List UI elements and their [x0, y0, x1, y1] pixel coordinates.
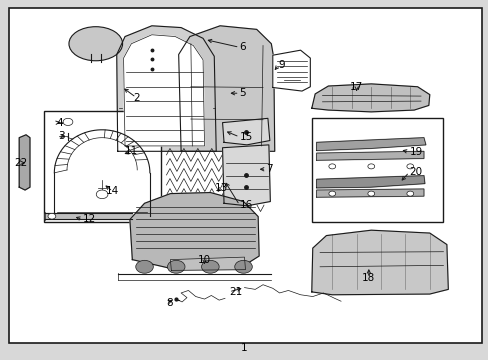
- Text: 16: 16: [239, 200, 252, 210]
- Polygon shape: [123, 35, 204, 146]
- Circle shape: [328, 191, 335, 196]
- Polygon shape: [316, 138, 425, 150]
- Polygon shape: [311, 230, 447, 295]
- Polygon shape: [117, 26, 216, 151]
- Text: 18: 18: [362, 273, 375, 283]
- Polygon shape: [311, 84, 429, 112]
- Text: 7: 7: [266, 164, 272, 174]
- Polygon shape: [44, 213, 132, 220]
- Text: 3: 3: [58, 131, 65, 141]
- Text: 2: 2: [133, 93, 139, 103]
- Polygon shape: [316, 151, 423, 160]
- Polygon shape: [316, 189, 423, 197]
- Text: 15: 15: [239, 132, 252, 142]
- Circle shape: [201, 260, 219, 273]
- Circle shape: [328, 164, 335, 169]
- Text: 1: 1: [241, 343, 247, 353]
- Polygon shape: [170, 257, 245, 270]
- Text: 17: 17: [349, 82, 363, 92]
- Circle shape: [367, 164, 374, 169]
- Bar: [43, 111, 160, 222]
- Text: 14: 14: [106, 186, 119, 197]
- Polygon shape: [130, 193, 259, 270]
- Text: 11: 11: [124, 146, 138, 156]
- Circle shape: [406, 164, 413, 169]
- Text: 13: 13: [214, 183, 227, 193]
- Text: 21: 21: [228, 287, 242, 297]
- Text: 4: 4: [57, 118, 63, 128]
- Text: 10: 10: [198, 255, 211, 265]
- Polygon shape: [272, 50, 310, 91]
- Text: 19: 19: [408, 147, 422, 157]
- Circle shape: [367, 191, 374, 196]
- Text: 6: 6: [239, 42, 246, 52]
- Text: 8: 8: [166, 298, 173, 308]
- Circle shape: [63, 118, 73, 126]
- Polygon shape: [222, 145, 270, 206]
- Text: 9: 9: [278, 60, 285, 70]
- Polygon shape: [316, 176, 424, 188]
- Text: 12: 12: [82, 215, 96, 224]
- Polygon shape: [178, 26, 274, 151]
- Bar: [311, 118, 443, 222]
- Polygon shape: [222, 118, 269, 145]
- Circle shape: [96, 190, 108, 199]
- Text: 22: 22: [15, 158, 28, 168]
- Polygon shape: [19, 135, 30, 190]
- Circle shape: [406, 191, 413, 196]
- Ellipse shape: [69, 27, 122, 61]
- Circle shape: [48, 213, 56, 219]
- Text: 5: 5: [239, 88, 246, 98]
- Text: 20: 20: [408, 167, 422, 177]
- Circle shape: [167, 260, 184, 273]
- Circle shape: [234, 260, 252, 273]
- Circle shape: [136, 260, 153, 273]
